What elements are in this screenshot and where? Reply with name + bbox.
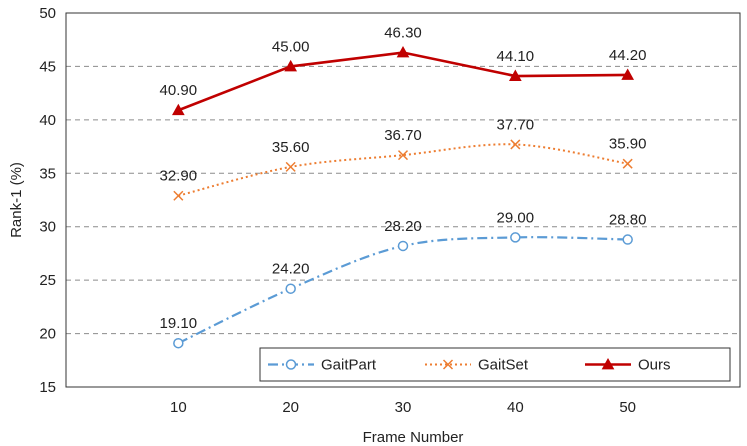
legend-marker: [601, 357, 615, 370]
data-point: [510, 232, 521, 243]
y-tick-label: 25: [39, 272, 56, 289]
x-tick-label: 50: [619, 399, 636, 416]
x-tick-label: 40: [507, 399, 524, 416]
data-point: [284, 59, 298, 72]
data-point: [621, 68, 635, 80]
data-point: [285, 161, 296, 172]
data-label: 29.00: [497, 209, 535, 226]
data-label: 19.10: [160, 315, 198, 332]
data-label: 44.10: [497, 48, 535, 65]
y-tick-label: 30: [39, 219, 56, 236]
legend-label: GaitSet: [478, 357, 529, 374]
data-point: [510, 139, 521, 150]
x-tick-label: 10: [170, 399, 187, 416]
series-line: [177, 51, 628, 112]
legend-item-ours: Ours: [585, 357, 671, 374]
legend-label: Ours: [638, 357, 671, 374]
data-labels: 19.10 24.20 28.20 29.00 28.80 32.90 35.60 36.70…: [160, 25, 647, 333]
data-label: 28.80: [609, 212, 647, 229]
data-label: 35.60: [272, 139, 310, 156]
data-label: 24.20: [272, 261, 310, 278]
legend-label: GaitPart: [321, 357, 377, 374]
legend-box: [259, 347, 731, 382]
data-point: [508, 69, 522, 81]
legend-item-gaitpart: GaitPart: [268, 357, 377, 374]
series-gaitpart: [173, 232, 633, 349]
legend-marker: [285, 359, 297, 370]
y-tick-label: 40: [39, 112, 56, 129]
data-point: [622, 234, 633, 245]
data-point: [171, 103, 185, 116]
data-label: 37.70: [497, 116, 535, 133]
data-point: [173, 190, 184, 201]
data-point: [285, 283, 296, 294]
y-tick-labels: 15 20 25 30 35 40 45 50: [39, 5, 56, 396]
data-label: 46.30: [384, 25, 422, 42]
data-point: [396, 46, 410, 58]
y-tick-label: 15: [39, 379, 56, 396]
legend: GaitPart GaitSet Ours: [259, 347, 731, 382]
series-line: [177, 236, 628, 345]
plot-frame: [65, 12, 741, 388]
data-point: [173, 337, 184, 349]
series-line: [178, 143, 628, 197]
x-tick-label: 20: [282, 399, 299, 416]
data-point: [397, 150, 409, 161]
x-axis-title: Frame Number: [363, 429, 464, 446]
legend-marker: [442, 359, 454, 370]
data-label: 36.70: [384, 127, 422, 144]
series-ours: [171, 46, 635, 116]
x-tick-labels: 10 20 30 40 50: [170, 399, 636, 416]
y-tick-label: 35: [39, 165, 56, 182]
data-point: [622, 158, 633, 169]
gridlines: [66, 65, 740, 335]
data-label: 32.90: [160, 168, 198, 185]
legend-item-gaitset: GaitSet: [425, 357, 529, 374]
y-tick-label: 50: [39, 5, 56, 22]
y-axis-title: Rank-1 (%): [8, 162, 25, 238]
data-point: [397, 240, 409, 252]
data-label: 45.00: [272, 38, 310, 55]
x-tick-label: 30: [395, 399, 412, 416]
data-label: 40.90: [160, 82, 198, 99]
data-label: 35.90: [609, 136, 647, 153]
series: [171, 46, 635, 349]
axes: [65, 12, 741, 388]
data-label: 44.20: [609, 47, 647, 64]
y-tick-label: 20: [39, 326, 56, 343]
series-gaitset: [173, 139, 633, 201]
data-label: 28.20: [384, 218, 422, 235]
y-tick-label: 45: [39, 58, 56, 75]
